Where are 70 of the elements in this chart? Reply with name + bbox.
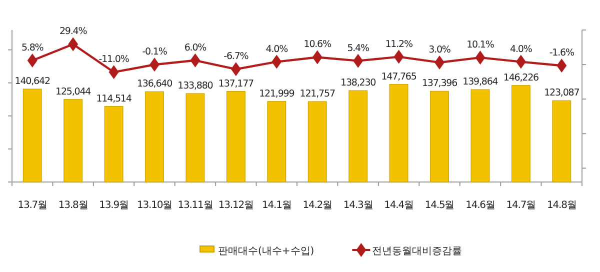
point xyxy=(108,65,119,80)
data-label: 147,765 xyxy=(381,71,417,82)
data-label: 29.4% xyxy=(59,26,88,38)
data-label: 10.6% xyxy=(304,39,332,50)
point xyxy=(230,62,241,76)
data-label: 5.4% xyxy=(347,42,370,54)
data-label: 123,087 xyxy=(544,88,580,99)
bar xyxy=(226,91,246,182)
data-label: 133,880 xyxy=(178,80,214,92)
bar xyxy=(511,85,530,182)
data-label: 10.1% xyxy=(466,40,494,51)
legend-label: 판매대수(내수+수입) xyxy=(218,246,314,257)
x-tick-label: 13.9월 xyxy=(99,200,128,211)
point xyxy=(68,37,78,52)
bar xyxy=(145,91,164,182)
data-label: 114,514 xyxy=(96,93,132,104)
data-label: 137,396 xyxy=(422,78,458,90)
bar xyxy=(104,106,124,182)
x-tick-label: 13.7월 xyxy=(18,200,47,211)
data-label: 146,226 xyxy=(503,72,540,84)
point xyxy=(475,50,486,65)
x-tick-label: 14.7월 xyxy=(506,200,536,211)
x-tick-label: 14.1월 xyxy=(262,200,292,211)
data-label: -11.0% xyxy=(98,54,130,66)
x-tick-label: 13.8월 xyxy=(58,200,88,211)
bar xyxy=(267,101,286,182)
data-label: 136,640 xyxy=(136,78,173,90)
data-label: 6.0% xyxy=(184,42,207,54)
data-label: 139,864 xyxy=(462,76,498,88)
data-label: -6.7% xyxy=(224,51,249,62)
legend-label: 전년동월대비증감률 xyxy=(372,246,462,257)
data-label: 137,177 xyxy=(218,78,254,90)
data-label: 121,757 xyxy=(300,88,336,100)
data-label: 11.2% xyxy=(385,38,413,50)
point xyxy=(190,53,200,68)
point xyxy=(353,54,364,68)
x-tick-label: 14.8월 xyxy=(547,200,576,211)
data-label: 121,999 xyxy=(259,88,295,100)
data-label: 140,642 xyxy=(14,76,50,88)
x-tick-label: 14.6월 xyxy=(466,200,495,211)
point xyxy=(516,54,526,69)
bar xyxy=(430,90,449,182)
data-label: 4.0% xyxy=(266,44,288,55)
bar xyxy=(470,89,490,182)
x-tick-label: 13.12월 xyxy=(218,200,254,211)
data-label: 3.0% xyxy=(428,44,451,56)
point xyxy=(394,50,404,64)
point xyxy=(27,54,38,68)
data-label: 5.8% xyxy=(21,42,44,54)
data-label: 138,230 xyxy=(340,78,376,89)
point xyxy=(312,50,322,64)
point xyxy=(272,54,282,69)
bar xyxy=(348,90,368,182)
data-label: 125,044 xyxy=(56,86,92,98)
bar xyxy=(22,88,42,182)
x-tick-label: 14.2월 xyxy=(302,200,332,211)
x-tick-label: 14.4월 xyxy=(384,200,414,211)
point xyxy=(556,58,567,73)
bar xyxy=(552,100,572,182)
x-tick-label: 13.11월 xyxy=(178,200,213,211)
data-label: -1.6% xyxy=(549,48,574,59)
x-tick-label: 13.10월 xyxy=(136,200,172,211)
bar xyxy=(308,101,327,182)
bar xyxy=(389,84,408,182)
bar xyxy=(64,99,83,182)
data-label: 4.0% xyxy=(510,44,532,55)
x-tick-label: 14.5월 xyxy=(424,200,454,211)
data-label: -0.1% xyxy=(142,46,168,58)
x-tick-label: 14.3월 xyxy=(343,200,373,211)
bar xyxy=(186,93,205,182)
